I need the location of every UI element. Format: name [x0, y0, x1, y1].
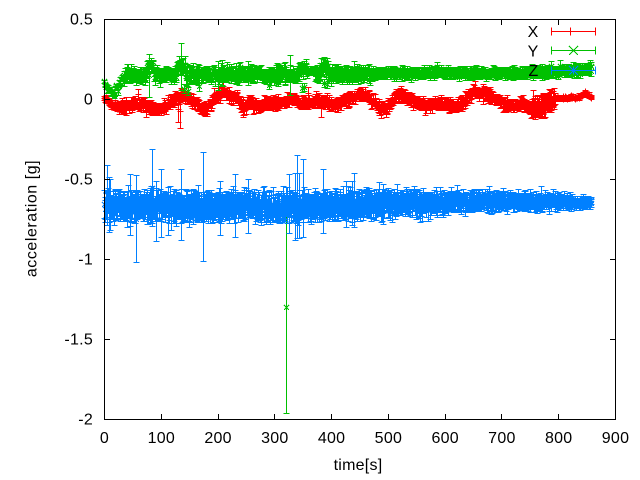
svg-text:Y: Y: [528, 44, 539, 61]
svg-text:500: 500: [375, 430, 402, 447]
svg-text:300: 300: [261, 430, 288, 447]
svg-text:900: 900: [602, 430, 629, 447]
svg-text:600: 600: [431, 430, 458, 447]
svg-text:-1: -1: [78, 252, 93, 269]
svg-text:800: 800: [545, 430, 572, 447]
svg-text:0.5: 0.5: [70, 12, 93, 29]
svg-text:0: 0: [84, 92, 93, 109]
svg-text:200: 200: [204, 430, 231, 447]
svg-text:-0.5: -0.5: [64, 172, 93, 189]
svg-text:-2: -2: [78, 412, 93, 429]
svg-text:Z: Z: [528, 63, 538, 80]
svg-text:X: X: [528, 24, 539, 41]
svg-text:0: 0: [100, 430, 109, 447]
svg-text:acceleration [g]: acceleration [g]: [24, 160, 41, 277]
svg-text:700: 700: [488, 430, 515, 447]
svg-text:100: 100: [148, 430, 175, 447]
svg-text:400: 400: [318, 430, 345, 447]
svg-text:-1.5: -1.5: [64, 332, 93, 349]
svg-text:time[s]: time[s]: [334, 457, 383, 474]
